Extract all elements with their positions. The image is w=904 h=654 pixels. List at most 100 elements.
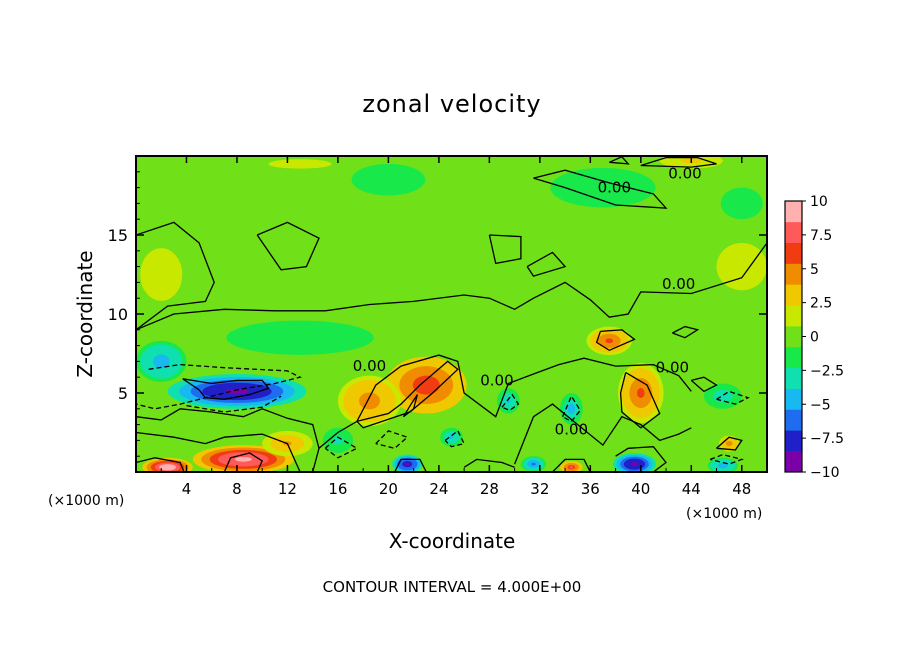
x-axis-ticks: 4 8 12 16 20 24 28 32 36 40 44 48 — [160, 156, 751, 498]
contour-line-33 — [552, 458, 591, 472]
heatmap-level — [285, 334, 315, 342]
contour-line-21 — [640, 156, 717, 168]
heatmap-cell-28 — [236, 156, 364, 174]
heatmap-level — [637, 387, 645, 399]
x-tick-label: 48 — [732, 480, 751, 498]
contour-line-6 — [136, 242, 767, 331]
heatmap-background — [136, 156, 767, 472]
heatmap-cell-17 — [560, 460, 583, 472]
plot-area — [136, 156, 767, 472]
heatmap-cell-27 — [716, 242, 767, 291]
x-tick-label: 24 — [429, 480, 448, 498]
colorbar-swatch — [785, 284, 802, 306]
heatmap-level — [737, 262, 746, 271]
x-tick-label: 32 — [530, 480, 549, 498]
colorbar-tick-label: −10 — [810, 465, 840, 481]
contour-line-34 — [463, 458, 515, 468]
x-tick-label: 28 — [480, 480, 499, 498]
heatmap-level — [736, 199, 748, 208]
contour-line-22 — [609, 156, 630, 165]
contour-label-3: 0.00 — [353, 357, 386, 375]
heatmap-level — [381, 176, 396, 183]
colorbar-tick-label: −2.5 — [810, 363, 844, 379]
heatmap-cell-26 — [136, 242, 187, 307]
heatmap-level — [531, 462, 536, 466]
y-axis-label: Z-coordinate — [73, 250, 97, 377]
x-tick-label: 4 — [182, 480, 192, 498]
colorbar-swatch — [785, 367, 802, 389]
contour-line-20 — [488, 234, 522, 265]
heatmap-level — [419, 380, 433, 390]
heatmap-level — [569, 466, 574, 469]
contour-line-16 — [615, 446, 667, 472]
x-tick-label: 20 — [379, 480, 398, 498]
y-tick-label: 5 — [118, 384, 128, 403]
colorbar-tick-label: 0 — [810, 330, 819, 346]
y-tick-label: 15 — [108, 226, 128, 245]
heatmap-level — [289, 162, 311, 166]
x-tick-label: 16 — [328, 480, 347, 498]
heatmap-level — [569, 406, 574, 412]
contour-label-4: 0.00 — [480, 371, 513, 389]
x-tick-label: 8 — [232, 480, 242, 498]
contour-line-23 — [375, 430, 409, 450]
heatmap-cell-2 — [136, 340, 187, 382]
contour-line-30 — [716, 436, 743, 451]
colorbar-swatch — [785, 346, 802, 369]
heatmap-level — [720, 464, 726, 467]
contour-line-5 — [526, 251, 567, 277]
x-axis-label: X-coordinate — [389, 529, 516, 553]
colorbar-swatch — [785, 263, 802, 285]
colorbar-tick-label: 7.5 — [810, 228, 832, 244]
contour-line-15 — [595, 329, 636, 352]
contour-line-2 — [136, 221, 215, 331]
colorbar-swatch — [785, 451, 802, 473]
colorbar-swatch — [785, 242, 802, 264]
contour-label-5: 0.00 — [656, 359, 689, 377]
contour-line-12 — [356, 360, 459, 429]
x-tick-label: 12 — [278, 480, 297, 498]
heatmap-level — [225, 388, 249, 395]
contour-label-2: 0.00 — [662, 275, 695, 293]
heatmap-cell-10 — [613, 453, 656, 472]
contour-line-24 — [324, 436, 359, 459]
y-axis-ticks: 5 10 15 — [108, 171, 767, 457]
contour-line-11 — [186, 395, 282, 413]
colorbar-tick-label: −7.5 — [810, 431, 844, 447]
colorbar-swatch — [785, 221, 802, 243]
contour-line-14 — [619, 371, 661, 429]
colorbar: 10 7.5 5 2.5 0 −2.5 −5 −7.5 −10 — [784, 194, 844, 481]
heatmap-level — [234, 456, 252, 462]
heatmap-cell-23 — [710, 179, 767, 228]
chart-title: zonal velocity — [362, 90, 541, 118]
colorbar-tick-label: −5 — [810, 397, 831, 413]
contour-line-18 — [223, 452, 264, 472]
colorbar-swatch — [785, 201, 802, 223]
contour-lines — [136, 156, 767, 472]
heatmap-level — [157, 357, 166, 365]
heatmap-cell-3 — [385, 356, 467, 414]
colorbar-tick-label: 10 — [810, 194, 828, 210]
colorbar-tick-label: 5 — [810, 262, 819, 278]
x-tick-label: 40 — [631, 480, 650, 498]
contour-line-25 — [444, 429, 466, 448]
colorbar-swatch — [785, 409, 802, 431]
contour-line-27 — [501, 393, 520, 412]
heatmap-level — [605, 338, 614, 344]
x-tick-label: 36 — [581, 480, 600, 498]
contour-line-0 — [312, 354, 692, 472]
heatmap-level — [727, 442, 731, 445]
contour-line-13 — [402, 394, 419, 418]
contour-line-17 — [394, 458, 427, 472]
contour-line-31 — [672, 325, 700, 339]
heatmap-level — [630, 462, 639, 466]
contour-label-6: 0.00 — [555, 420, 588, 438]
heatmap-cell-21 — [344, 160, 433, 199]
x-tick-label: 44 — [682, 480, 701, 498]
heatmap-level — [449, 435, 454, 439]
heatmap-cell-11 — [520, 456, 547, 472]
contour-line-28 — [716, 390, 750, 405]
heatmap-cell-14 — [440, 427, 463, 447]
heatmap-level — [592, 183, 614, 192]
contour-labels: 0.00 0.00 0.00 0.00 0.00 0.00 0.00 — [353, 164, 702, 438]
